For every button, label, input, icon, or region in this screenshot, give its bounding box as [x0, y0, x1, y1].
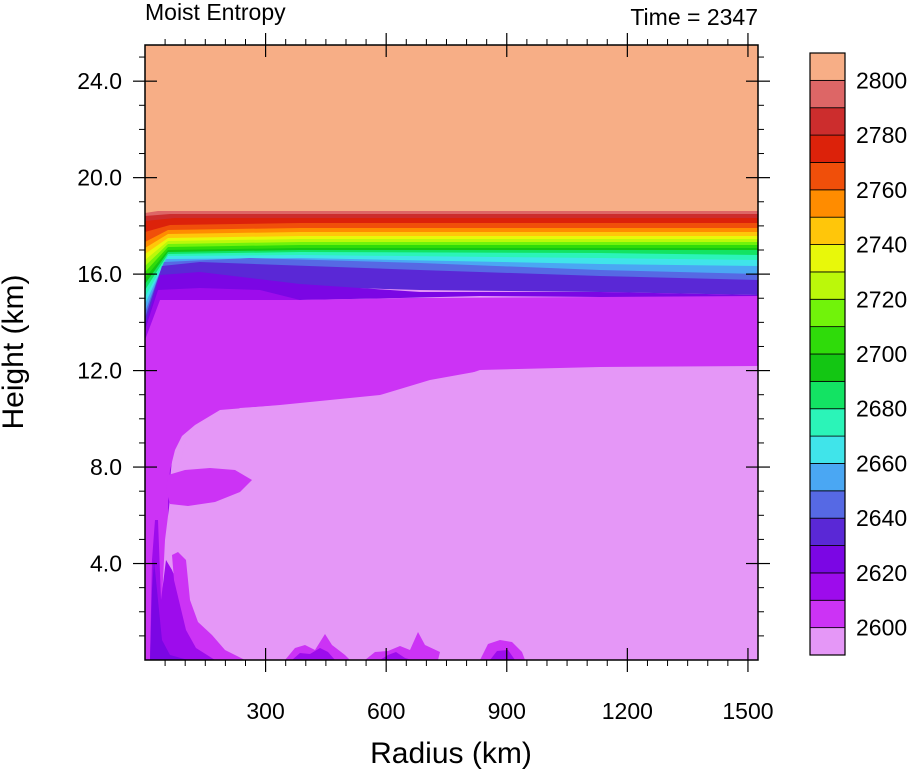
- colorbar-label: 2660: [856, 450, 907, 476]
- colorbar: 2600 2620 2640 2660 2680 2700 2720 2740 2760 2780…: [809, 52, 907, 656]
- contour-fill-upper: [145, 45, 758, 213]
- x-axis-title: Radius (km): [370, 737, 532, 770]
- x-tick-label: 900: [488, 698, 526, 724]
- colorbar-swatch: [809, 79, 846, 109]
- y-tick-label: 20.0: [77, 165, 122, 191]
- x-tick-label: 300: [246, 698, 284, 724]
- contour-surface-patch-2: [292, 648, 335, 660]
- x-axis: 300 600 900 1200 1500: [164, 33, 774, 724]
- colorbar-swatch: [809, 380, 846, 410]
- colorbar-swatch: [809, 326, 846, 355]
- colorbar-label: 2780: [856, 122, 907, 148]
- plot-frame: [144, 44, 759, 661]
- colorbar-swatch: [809, 463, 846, 492]
- colorbar-label: 2700: [856, 341, 907, 367]
- colorbar-label: 2740: [856, 232, 907, 258]
- y-axis-title: Height (km): [0, 274, 30, 429]
- colorbar-swatch: [809, 353, 846, 382]
- contour-core-2630: [150, 560, 188, 660]
- x-tick-label: 1500: [722, 698, 773, 724]
- colorbar-swatch: [809, 52, 846, 81]
- colorbar-label: 2800: [856, 67, 907, 93]
- contour-core-2620: [150, 520, 230, 660]
- contour-field: [145, 45, 758, 660]
- colorbar-swatch: [809, 107, 846, 136]
- y-tick-label: 12.0: [77, 358, 122, 384]
- y-tick-label: 8.0: [90, 454, 122, 480]
- colorbar-label: 2620: [856, 560, 907, 586]
- contour-band-2610: [145, 296, 758, 660]
- contour-surface-patch-4: [380, 652, 412, 660]
- colorbar-swatch: [809, 134, 846, 163]
- y-tick-label: 4.0: [90, 551, 122, 577]
- contour-core-2610: [172, 552, 245, 660]
- colorbar-swatch: [809, 517, 846, 546]
- x-tick-label: 1200: [602, 698, 653, 724]
- colorbar-swatch: [809, 435, 846, 464]
- colorbar-swatch: [809, 408, 846, 437]
- contour-band-2670: [145, 255, 758, 327]
- colorbar-label: 2680: [856, 396, 907, 422]
- colorbar-swatch: [809, 627, 846, 656]
- colorbar-label: 2640: [856, 505, 907, 531]
- y-tick-label: 24.0: [77, 68, 122, 94]
- colorbar-swatch: [809, 216, 846, 245]
- contour-surface-patch-3: [365, 632, 440, 660]
- colorbar-swatch: [809, 490, 846, 519]
- chart-title-right: Time = 2347: [630, 4, 758, 30]
- contour-surface-patch-6: [490, 650, 515, 660]
- colorbar-swatch: [809, 545, 846, 574]
- colorbar-swatch: [809, 271, 846, 300]
- contour-surface-patch-5: [480, 640, 525, 660]
- colorbar-swatch: [809, 244, 846, 273]
- colorbar-label: 2760: [856, 177, 907, 203]
- y-tick-label: 16.0: [77, 261, 122, 287]
- contour-fill-2600-inner: [158, 366, 758, 660]
- colorbar-swatch: [809, 162, 846, 191]
- colorbar-swatch: [809, 189, 846, 218]
- chart-title-left: Moist Entropy: [145, 0, 286, 25]
- colorbar-label: 2720: [856, 286, 907, 312]
- colorbar-swatch: [809, 572, 846, 601]
- y-axis: 4.0 8.0 12.0 16.0 20.0 24.0: [77, 56, 770, 637]
- colorbar-swatch: [809, 599, 846, 629]
- contour-blob-2610: [166, 468, 252, 506]
- colorbar-swatch: [809, 298, 846, 328]
- colorbar-label: 2600: [856, 615, 907, 641]
- x-tick-label: 600: [367, 698, 405, 724]
- colorbar-frame: [809, 52, 846, 656]
